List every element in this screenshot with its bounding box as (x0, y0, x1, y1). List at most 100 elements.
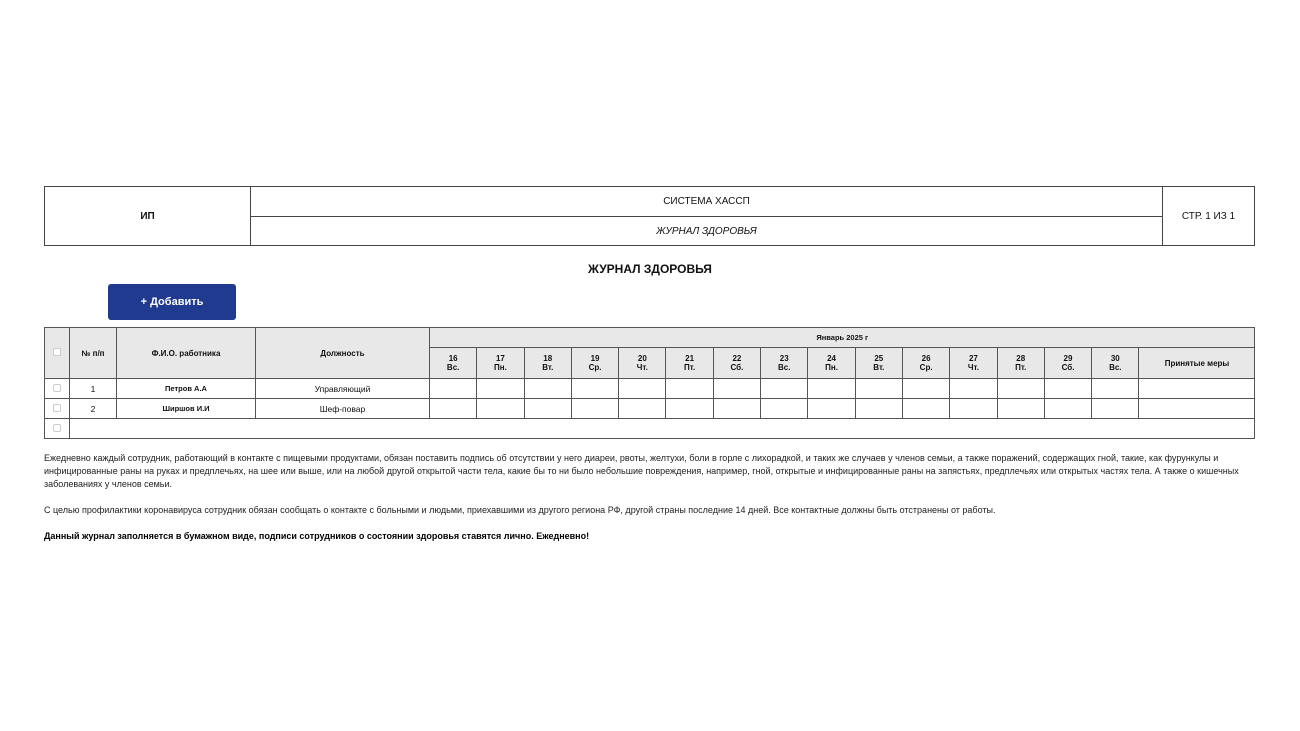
weekday: Вт. (873, 363, 885, 372)
row-num: 1 (69, 378, 117, 399)
row-checkbox[interactable] (53, 423, 61, 432)
day-signature-cell[interactable] (570, 398, 620, 419)
checkbox-cell (44, 398, 70, 419)
day-number: 27 (968, 354, 978, 363)
day-signature-cell[interactable] (854, 378, 903, 399)
select-all-checkbox[interactable] (53, 348, 61, 356)
day-number: 17 (495, 354, 505, 363)
weekday: Чт. (967, 363, 979, 372)
day-header: 26 Ср. (901, 347, 951, 379)
day-signature-cell[interactable] (523, 378, 572, 399)
day-signature-cell[interactable] (949, 398, 998, 419)
employee-position: Управляющий (255, 378, 430, 399)
day-header: 25 Вт. (854, 347, 903, 379)
weekday: Вс. (1109, 363, 1122, 372)
day-number: 20 (637, 354, 647, 363)
day-signature-cell[interactable] (712, 398, 762, 419)
day-signature-cell[interactable] (428, 398, 478, 419)
day-header: 17 Пн. (476, 347, 525, 379)
day-number: 25 (874, 354, 884, 363)
day-header: 28 Пт. (996, 347, 1045, 379)
day-number: 16 (448, 354, 458, 363)
row-checkbox[interactable] (53, 403, 61, 412)
day-signature-cell[interactable] (996, 378, 1045, 399)
health-journal-table: № п/п Ф.И.О. работника Должность Январь … (44, 327, 1256, 439)
day-signature-cell[interactable] (854, 398, 903, 419)
table-row: 1 Петров А.А Управляющий (44, 378, 1256, 399)
weekday: Пт. (1015, 363, 1027, 372)
note-hygiene: Ежедневно каждый сотрудник, работающий в… (44, 453, 1239, 489)
day-signature-cell[interactable] (618, 398, 667, 419)
day-number: 21 (685, 354, 695, 363)
measures-cell[interactable] (1138, 398, 1256, 419)
day-signature-cell[interactable] (760, 378, 809, 399)
day-number: 29 (1063, 354, 1073, 363)
row-num: 2 (69, 398, 117, 419)
day-signature-cell[interactable] (476, 398, 525, 419)
col-measures: Принятые меры (1138, 347, 1256, 379)
day-number: 22 (732, 354, 742, 363)
document-name: ЖУРНАЛ ЗДОРОВЬЯ (250, 216, 1163, 246)
day-signature-cell[interactable] (665, 378, 714, 399)
day-signature-cell[interactable] (949, 378, 998, 399)
document-header: ИП СИСТЕМА ХАССП СТР. 1 ИЗ 1 ЖУРНАЛ ЗДОР… (44, 186, 1255, 246)
day-signature-cell[interactable] (712, 378, 762, 399)
empty-row-checkbox-cell (44, 418, 70, 439)
day-number: 19 (590, 354, 600, 363)
day-signature-cell[interactable] (428, 378, 478, 399)
day-signature-cell[interactable] (807, 378, 856, 399)
notes: Ежедневно каждый сотрудник, работающий в… (44, 452, 1256, 556)
day-header: 29 Сб. (1043, 347, 1093, 379)
day-number: 18 (543, 354, 553, 363)
weekday: Вс. (446, 363, 460, 372)
day-header: 20 Чт. (618, 347, 667, 379)
weekday: Вс. (778, 363, 791, 372)
weekday: Пн. (494, 363, 507, 372)
row-checkbox[interactable] (53, 383, 61, 392)
month-header: Январь 2025 г (428, 327, 1256, 348)
note-paper: Данный журнал заполняется в бумажном вид… (44, 531, 590, 541)
day-number: 24 (827, 354, 836, 363)
day-header: 23 Вс. (760, 347, 809, 379)
system-name: СИСТЕМА ХАССП (250, 186, 1163, 217)
select-all-cell (44, 327, 70, 379)
day-header: 22 Сб. (712, 347, 762, 379)
col-name: Ф.И.О. работника (116, 327, 256, 379)
table-row: 2 Ширшов И.И Шеф-повар (44, 398, 1256, 419)
day-signature-cell[interactable] (901, 398, 951, 419)
weekday: Вт. (542, 363, 554, 372)
day-signature-cell[interactable] (570, 378, 620, 399)
weekday: Сб. (1061, 363, 1075, 372)
note-covid: С целью профилактики коронавируса сотруд… (44, 505, 996, 515)
day-signature-cell[interactable] (1043, 378, 1093, 399)
day-header: 19 Ср. (570, 347, 620, 379)
day-signature-cell[interactable] (618, 378, 667, 399)
day-signature-cell[interactable] (1091, 378, 1140, 399)
day-signature-cell[interactable] (807, 398, 856, 419)
org-name: ИП (44, 186, 251, 246)
employee-name: Петров А.А (116, 378, 256, 399)
measures-cell[interactable] (1138, 378, 1256, 399)
day-signature-cell[interactable] (996, 398, 1045, 419)
day-signature-cell[interactable] (901, 378, 951, 399)
day-header: 30 Вс. (1091, 347, 1140, 379)
day-header: 18 Вт. (523, 347, 572, 379)
day-signature-cell[interactable] (476, 378, 525, 399)
day-number: 23 (779, 354, 789, 363)
weekday: Пт. (684, 363, 696, 372)
day-header: 27 Чт. (949, 347, 998, 379)
employee-position: Шеф-повар (255, 398, 430, 419)
weekday: Чт. (636, 363, 648, 372)
day-header: 24 Пн. (807, 347, 856, 379)
day-signature-cell[interactable] (1091, 398, 1140, 419)
day-signature-cell[interactable] (665, 398, 714, 419)
page-counter: СТР. 1 ИЗ 1 (1162, 186, 1255, 246)
day-signature-cell[interactable] (1043, 398, 1093, 419)
weekday: Пн. (825, 363, 838, 372)
add-button[interactable]: + Добавить (108, 284, 236, 320)
day-number: 26 (921, 354, 931, 363)
day-signature-cell[interactable] (760, 398, 809, 419)
weekday: Сб. (730, 363, 744, 372)
day-number: 30 (1110, 354, 1120, 363)
day-signature-cell[interactable] (523, 398, 572, 419)
